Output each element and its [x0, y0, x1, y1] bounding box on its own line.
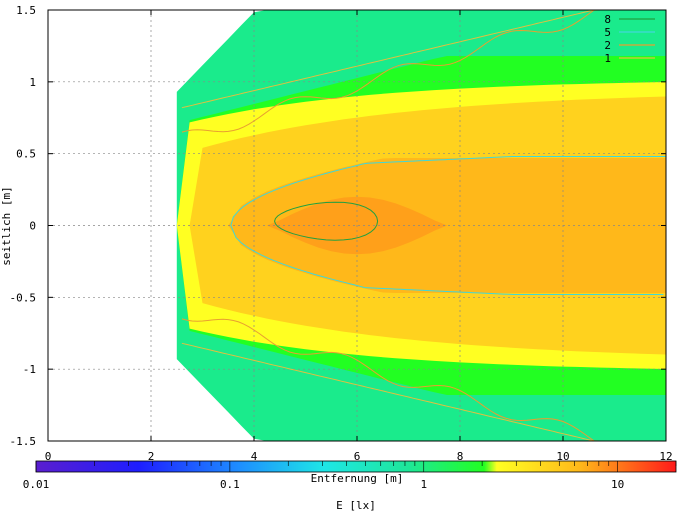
y-tick-label: 1: [29, 76, 36, 89]
contour-2: [181, 318, 666, 441]
colorbar-tick-label: 10: [611, 478, 624, 491]
x-tick-label: 10: [556, 450, 569, 463]
y-tick-label: 0.5: [16, 148, 36, 161]
x-tick-label: 12: [659, 450, 672, 463]
y-tick-label: -0.5: [10, 291, 37, 304]
legend-label: 5: [604, 26, 611, 39]
contour-lines: [181, 10, 666, 441]
colorbar-tick-label: 0.01: [23, 478, 50, 491]
legend-label: 2: [604, 39, 611, 52]
y-tick-label: -1.5: [10, 435, 37, 448]
y-axis-label: seitlich [m]: [0, 186, 13, 265]
colorbar-ticks: 0.01 0.1 1 10: [23, 461, 677, 491]
colorbar-tick-label: 0.1: [220, 478, 240, 491]
x-tick-label: 4: [251, 450, 258, 463]
x-tick-label: 6: [354, 450, 361, 463]
x-axis-ticks: 0 2 4 6 8 10 12: [45, 10, 673, 463]
contour-1: [181, 342, 597, 441]
y-axis-ticks: 1.5 1 0.5 0 -0.5 -1 -1.5: [10, 4, 666, 448]
contour-8: [274, 201, 379, 241]
contour-5: [230, 156, 666, 295]
x-axis-label: Entfernung [m]: [311, 472, 404, 485]
region-above-10lx: [176, 196, 666, 255]
contour-2: [181, 10, 666, 133]
y-tick-label: 1.5: [16, 4, 36, 17]
grid-lines: [48, 10, 666, 441]
x-tick-label: 0: [45, 450, 52, 463]
colorbar-label: E [lx]: [336, 499, 376, 511]
legend-label: 8: [604, 13, 611, 26]
illuminance-field: [176, 10, 666, 441]
legend-label: 1: [604, 52, 611, 65]
colorbar: [35, 460, 677, 473]
x-tick-label: 8: [457, 450, 464, 463]
y-tick-label: 0: [29, 220, 36, 233]
colorbar-tick-label: 1: [420, 478, 427, 491]
y-tick-label: -1: [23, 363, 36, 376]
contour-1: [181, 10, 597, 109]
x-tick-label: 2: [148, 450, 155, 463]
